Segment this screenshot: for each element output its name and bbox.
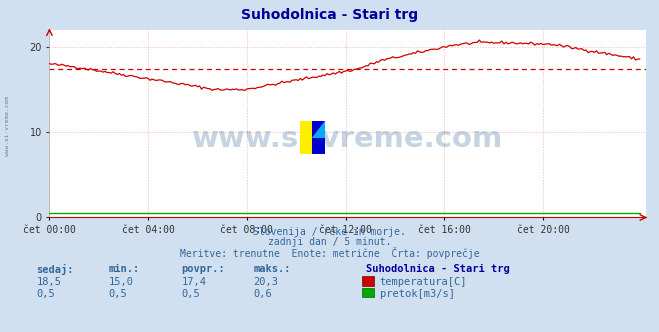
Text: povpr.:: povpr.: — [181, 264, 225, 274]
Text: Suhodolnica - Stari trg: Suhodolnica - Stari trg — [366, 264, 509, 274]
Text: 17,4: 17,4 — [181, 277, 206, 287]
Text: min.:: min.: — [109, 264, 140, 274]
Bar — [312, 138, 325, 154]
Text: 20,3: 20,3 — [254, 277, 279, 287]
Bar — [300, 121, 312, 154]
Text: www.si-vreme.com: www.si-vreme.com — [192, 125, 503, 153]
Text: temperatura[C]: temperatura[C] — [380, 277, 467, 287]
Text: pretok[m3/s]: pretok[m3/s] — [380, 289, 455, 299]
Text: 0,5: 0,5 — [36, 289, 55, 299]
Text: maks.:: maks.: — [254, 264, 291, 274]
Polygon shape — [312, 121, 325, 138]
Text: Suhodolnica - Stari trg: Suhodolnica - Stari trg — [241, 8, 418, 22]
Text: zadnji dan / 5 minut.: zadnji dan / 5 minut. — [268, 237, 391, 247]
Text: 0,6: 0,6 — [254, 289, 272, 299]
Text: Meritve: trenutne  Enote: metrične  Črta: povprečje: Meritve: trenutne Enote: metrične Črta: … — [180, 247, 479, 259]
Text: 15,0: 15,0 — [109, 277, 134, 287]
Text: 0,5: 0,5 — [181, 289, 200, 299]
Text: sedaj:: sedaj: — [36, 264, 74, 275]
Text: 0,5: 0,5 — [109, 289, 127, 299]
Text: Slovenija / reke in morje.: Slovenija / reke in morje. — [253, 227, 406, 237]
Text: 18,5: 18,5 — [36, 277, 61, 287]
Text: www.si-vreme.com: www.si-vreme.com — [5, 96, 11, 156]
Polygon shape — [312, 121, 325, 138]
